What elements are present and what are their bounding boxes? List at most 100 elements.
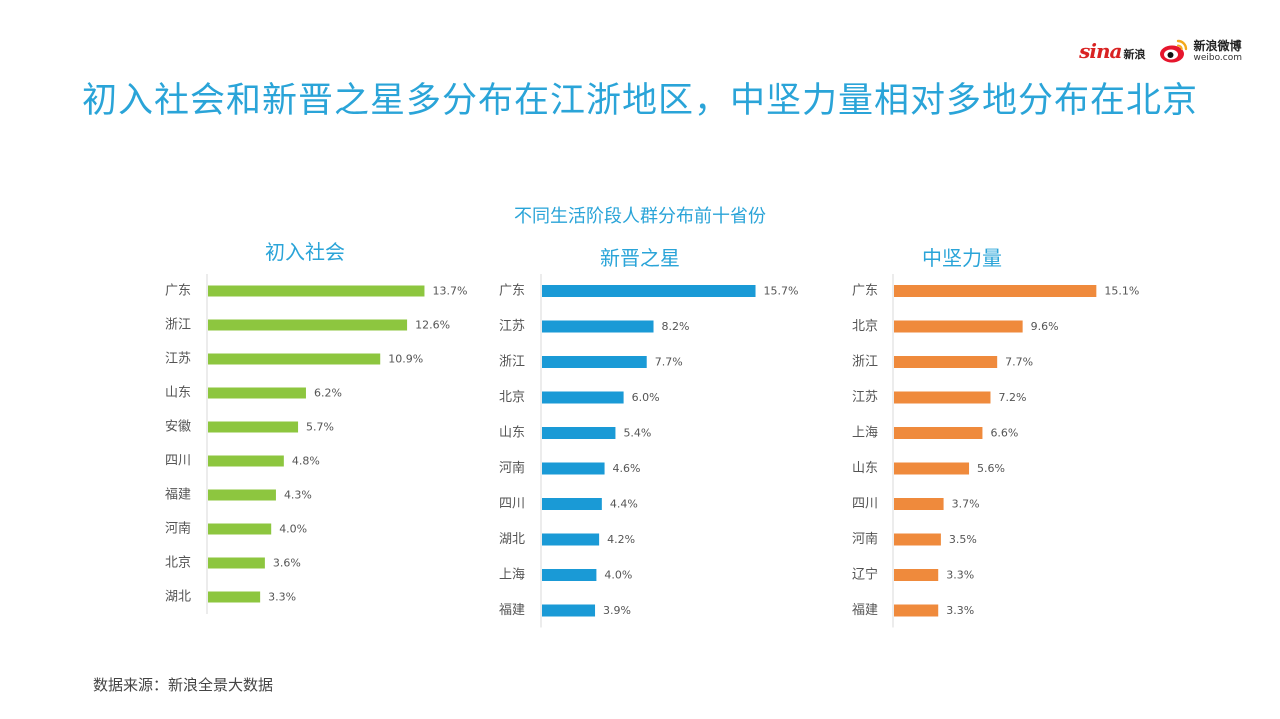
value-label-chuxin-2: 10.9%	[388, 353, 423, 366]
weibo-eye-icon	[1160, 39, 1188, 63]
bar-chuxin-9	[208, 591, 261, 603]
category-label-zhongjian-6: 四川	[852, 497, 878, 512]
category-label-chuxin-6: 福建	[165, 488, 191, 503]
chart-title: 不同生活阶段人群分布前十省份	[514, 206, 766, 227]
bar-chuxin-4	[208, 421, 299, 433]
value-label-zhongjian-2: 7.7%	[1005, 356, 1033, 369]
value-label-zhongjian-3: 7.2%	[998, 391, 1026, 404]
bar-xinjin-3	[542, 391, 624, 404]
bar-zhongjian-5	[894, 462, 970, 475]
value-label-xinjin-6: 4.4%	[610, 498, 638, 511]
value-label-xinjin-0: 15.7%	[764, 285, 799, 298]
bar-xinjin-7	[542, 533, 600, 546]
sina-wordmark: sina	[1079, 39, 1122, 63]
value-label-zhongjian-1: 9.6%	[1031, 320, 1059, 333]
bar-chuxin-8	[208, 557, 265, 569]
weibo-url: weibo.com	[1193, 52, 1242, 63]
value-label-zhongjian-0: 15.1%	[1104, 285, 1139, 298]
bar-chuxin-7	[208, 523, 272, 535]
category-label-xinjin-8: 上海	[499, 568, 525, 583]
value-label-zhongjian-5: 5.6%	[977, 462, 1005, 475]
bar-chuxin-3	[208, 387, 306, 399]
value-label-zhongjian-9: 3.3%	[946, 604, 974, 617]
category-label-xinjin-0: 广东	[499, 284, 525, 299]
value-label-zhongjian-6: 3.7%	[952, 498, 980, 511]
bar-xinjin-5	[542, 462, 605, 475]
value-label-chuxin-5: 4.8%	[292, 455, 320, 468]
category-label-chuxin-4: 安徽	[165, 420, 191, 435]
bar-xinjin-4	[542, 427, 616, 439]
value-label-chuxin-1: 12.6%	[415, 319, 450, 332]
value-label-chuxin-0: 13.7%	[432, 285, 467, 298]
value-label-chuxin-4: 5.7%	[306, 421, 334, 434]
panel-title-chuxin: 初入社会	[265, 240, 345, 264]
category-label-zhongjian-9: 福建	[852, 603, 878, 618]
value-label-chuxin-9: 3.3%	[268, 591, 296, 604]
weibo-cn-label: 新浪微博	[1193, 38, 1242, 53]
value-label-xinjin-7: 4.2%	[607, 533, 635, 546]
value-label-xinjin-8: 4.0%	[604, 569, 632, 582]
bar-zhongjian-2	[894, 356, 998, 368]
value-label-chuxin-3: 6.2%	[314, 387, 342, 400]
category-label-zhongjian-1: 北京	[852, 319, 878, 334]
category-label-zhongjian-2: 浙江	[852, 355, 878, 370]
category-label-chuxin-0: 广东	[165, 284, 191, 299]
bar-chuxin-5	[208, 455, 284, 467]
weibo-logo: 新浪微博 weibo.com	[1159, 38, 1242, 64]
bar-xinjin-9	[542, 604, 596, 617]
category-label-xinjin-1: 江苏	[499, 318, 525, 334]
category-label-chuxin-1: 浙江	[165, 318, 191, 333]
bar-chuxin-6	[208, 489, 276, 501]
data-source-note: 数据来源：新浪全景大数据	[93, 676, 274, 694]
category-label-zhongjian-5: 山东	[852, 461, 878, 476]
bar-xinjin-8	[542, 569, 597, 581]
category-label-xinjin-7: 湖北	[499, 532, 525, 547]
value-label-xinjin-3: 6.0%	[632, 391, 660, 404]
bar-zhongjian-0	[894, 285, 1097, 297]
value-label-zhongjian-8: 3.3%	[946, 569, 974, 582]
value-label-xinjin-1: 8.2%	[662, 320, 690, 333]
bar-chuxin-1	[208, 319, 408, 331]
bar-zhongjian-1	[894, 320, 1023, 333]
category-label-xinjin-9: 福建	[499, 603, 525, 618]
bar-zhongjian-9	[894, 604, 939, 617]
bar-xinjin-2	[542, 356, 647, 368]
category-label-zhongjian-4: 上海	[852, 426, 878, 441]
category-label-chuxin-2: 江苏	[165, 351, 191, 367]
bar-zhongjian-6	[894, 498, 944, 510]
panel-title-zhongjian: 中坚力量	[922, 246, 1002, 270]
panel-title-xinjin: 新晋之星	[600, 246, 680, 270]
value-label-zhongjian-4: 6.6%	[990, 427, 1018, 440]
category-label-xinjin-6: 四川	[499, 497, 525, 512]
brand-logos: sina 新浪 新浪微博 weibo.com	[1079, 38, 1242, 64]
category-label-xinjin-3: 北京	[499, 390, 525, 405]
category-label-chuxin-9: 湖北	[165, 590, 191, 605]
bar-zhongjian-4	[894, 427, 983, 439]
category-label-xinjin-2: 浙江	[499, 355, 525, 370]
category-label-zhongjian-7: 河南	[852, 531, 878, 547]
value-label-xinjin-4: 5.4%	[623, 427, 651, 440]
page-title: 初入社会和新晋之星多分布在江浙地区，中坚力量相对多地分布在北京	[81, 81, 1198, 121]
category-label-chuxin-7: 河南	[165, 521, 191, 537]
sina-logo: sina 新浪	[1079, 39, 1145, 63]
category-label-xinjin-5: 河南	[499, 460, 525, 476]
category-label-xinjin-4: 山东	[499, 426, 525, 441]
bar-zhongjian-3	[894, 391, 991, 404]
bar-zhongjian-8	[894, 569, 939, 581]
value-label-xinjin-2: 7.7%	[655, 356, 683, 369]
bar-zhongjian-7	[894, 533, 941, 546]
bar-xinjin-6	[542, 498, 602, 510]
bar-chuxin-2	[208, 353, 381, 365]
sina-cn-label: 新浪	[1123, 48, 1146, 61]
category-label-chuxin-5: 四川	[165, 454, 191, 469]
bar-xinjin-0	[542, 285, 756, 297]
category-label-chuxin-8: 北京	[165, 556, 191, 571]
category-label-zhongjian-0: 广东	[852, 284, 878, 299]
value-label-zhongjian-7: 3.5%	[949, 533, 977, 546]
category-label-zhongjian-3: 江苏	[852, 389, 878, 405]
value-label-xinjin-9: 3.9%	[603, 604, 631, 617]
bar-chuxin-0	[208, 285, 425, 297]
value-label-chuxin-8: 3.6%	[273, 557, 301, 570]
category-label-zhongjian-8: 辽宁	[852, 567, 878, 583]
